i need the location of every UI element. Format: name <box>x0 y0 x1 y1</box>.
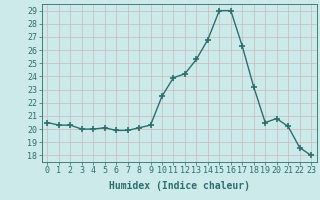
X-axis label: Humidex (Indice chaleur): Humidex (Indice chaleur) <box>109 181 250 191</box>
